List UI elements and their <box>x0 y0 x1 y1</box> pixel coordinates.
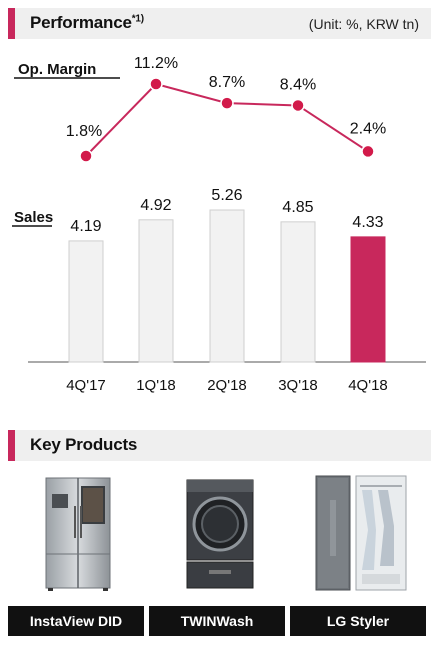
washing-machine-icon <box>149 470 289 592</box>
op-margin-value-label: 2.4% <box>350 120 386 137</box>
unit-label: (Unit: %, KRW tn) <box>308 16 419 32</box>
product-twinwash: TWINWash <box>149 470 289 640</box>
sales-bar <box>280 221 316 363</box>
op-margin-marker <box>220 96 234 110</box>
sales-value-label: 4.33 <box>352 214 383 231</box>
sales-value-label: 4.92 <box>140 197 171 214</box>
op-margin-line <box>85 82 369 157</box>
styler-cabinet-icon <box>290 470 430 592</box>
sales-bar <box>138 219 174 363</box>
sales-value-label: 5.26 <box>211 187 242 204</box>
x-tick-label: 4Q'18 <box>348 377 388 394</box>
op-margin-marker <box>149 77 163 91</box>
performance-header: Performance*1) (Unit: %, KRW tn) <box>8 8 431 39</box>
x-tick-label: 1Q'18 <box>136 377 176 394</box>
x-tick-label: 2Q'18 <box>207 377 247 394</box>
performance-footnote-marker: *1) <box>131 13 144 25</box>
op-margin-value-label: 11.2% <box>134 55 178 72</box>
header-accent-bar <box>8 430 15 461</box>
x-tick-label: 3Q'18 <box>278 377 318 394</box>
op-margin-marker <box>291 98 305 113</box>
x-tick-label: 4Q'17 <box>66 377 106 394</box>
op-margin-value-label: 1.8% <box>66 123 102 140</box>
performance-chart: Op. Margin Sales 4.19 4Q'17 4.92 1Q'18 5.26 2Q'… <box>12 55 426 394</box>
key-products-header: Key Products <box>8 430 431 461</box>
product-label: InstaView DID <box>8 606 144 636</box>
op-margin-marker <box>79 149 93 163</box>
sales-label: Sales <box>14 209 53 226</box>
product-label: LG Styler <box>290 606 426 636</box>
sales-bar <box>209 209 245 363</box>
op-margin-value-label: 8.4% <box>280 76 316 93</box>
product-lg-styler: LG Styler <box>290 470 430 640</box>
refrigerator-icon <box>8 470 148 592</box>
sales-value-label: 4.85 <box>282 199 313 216</box>
key-products-title: Key Products <box>30 435 138 454</box>
sales-bar <box>68 240 104 363</box>
op-margin-marker <box>361 144 375 159</box>
sales-bar <box>350 236 386 363</box>
op-margin-label: Op. Margin <box>18 61 96 78</box>
header-accent-bar <box>8 8 15 39</box>
sales-value-label: 4.19 <box>70 218 101 235</box>
op-margin-value-label: 8.7% <box>209 74 245 91</box>
product-instaview: InstaView DID <box>8 470 148 640</box>
performance-title: Performance*1) <box>30 13 144 32</box>
product-label: TWINWash <box>149 606 285 636</box>
